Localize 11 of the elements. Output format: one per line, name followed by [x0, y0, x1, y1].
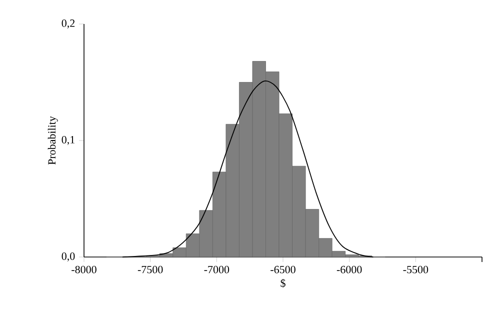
x-axis-title: $	[280, 278, 286, 288]
x-tick-label: -5500	[403, 266, 428, 274]
x-tick-label: -6000	[336, 266, 362, 274]
y-axis-title: Probability	[48, 116, 58, 165]
y-tick-label: 0,1	[62, 136, 74, 146]
x-tick-label: -6500	[270, 266, 296, 274]
y-tick-label: 0,2	[62, 20, 75, 29]
y-tick-label: 0,0	[62, 252, 75, 262]
x-tick-label: -7000	[204, 266, 230, 274]
x-tick-label: -8000	[72, 266, 96, 274]
x-tick-label: -7500	[138, 266, 163, 274]
